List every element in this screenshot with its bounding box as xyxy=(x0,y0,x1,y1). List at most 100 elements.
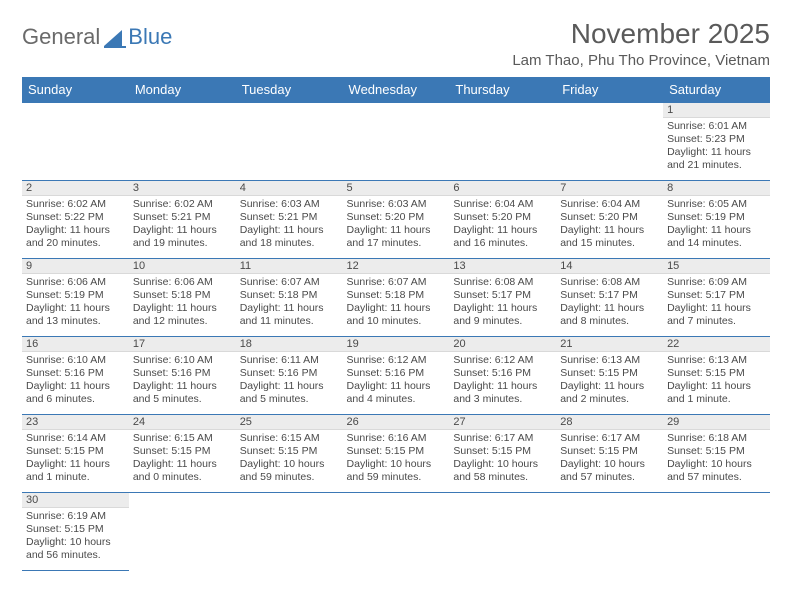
cell-body: Sunrise: 6:13 AMSunset: 5:15 PMDaylight:… xyxy=(556,352,663,409)
daylight-text: Daylight: 11 hours and 2 minutes. xyxy=(560,380,659,406)
sunset-text: Sunset: 5:18 PM xyxy=(347,289,446,302)
day-number xyxy=(22,103,129,105)
sunrise-text: Sunrise: 6:12 AM xyxy=(453,354,552,367)
cell-body: Sunrise: 6:08 AMSunset: 5:17 PMDaylight:… xyxy=(449,274,556,331)
cell-body: Sunrise: 6:06 AMSunset: 5:19 PMDaylight:… xyxy=(22,274,129,331)
day-number: 23 xyxy=(22,415,129,430)
cell-body: Sunrise: 6:16 AMSunset: 5:15 PMDaylight:… xyxy=(343,430,450,487)
sunrise-text: Sunrise: 6:01 AM xyxy=(667,120,766,133)
cell-body: Sunrise: 6:03 AMSunset: 5:21 PMDaylight:… xyxy=(236,196,343,253)
daylight-text: Daylight: 10 hours and 57 minutes. xyxy=(667,458,766,484)
calendar-cell: 1Sunrise: 6:01 AMSunset: 5:23 PMDaylight… xyxy=(663,103,770,181)
calendar-cell: 3Sunrise: 6:02 AMSunset: 5:21 PMDaylight… xyxy=(129,181,236,259)
daylight-text: Daylight: 11 hours and 9 minutes. xyxy=(453,302,552,328)
sunset-text: Sunset: 5:20 PM xyxy=(560,211,659,224)
sunset-text: Sunset: 5:16 PM xyxy=(133,367,232,380)
calendar-cell xyxy=(22,103,129,181)
sunset-text: Sunset: 5:15 PM xyxy=(240,445,339,458)
sunrise-text: Sunrise: 6:14 AM xyxy=(26,432,125,445)
sunrise-text: Sunrise: 6:03 AM xyxy=(240,198,339,211)
daylight-text: Daylight: 11 hours and 4 minutes. xyxy=(347,380,446,406)
day-header: Saturday xyxy=(663,77,770,103)
calendar-cell: 20Sunrise: 6:12 AMSunset: 5:16 PMDayligh… xyxy=(449,337,556,415)
calendar-cell xyxy=(236,103,343,181)
day-number: 13 xyxy=(449,259,556,274)
daylight-text: Daylight: 10 hours and 56 minutes. xyxy=(26,536,125,562)
sunrise-text: Sunrise: 6:02 AM xyxy=(133,198,232,211)
sunset-text: Sunset: 5:18 PM xyxy=(240,289,339,302)
cell-body: Sunrise: 6:02 AMSunset: 5:22 PMDaylight:… xyxy=(22,196,129,253)
daylight-text: Daylight: 11 hours and 6 minutes. xyxy=(26,380,125,406)
sunset-text: Sunset: 5:21 PM xyxy=(240,211,339,224)
day-number: 25 xyxy=(236,415,343,430)
sunset-text: Sunset: 5:16 PM xyxy=(240,367,339,380)
day-number: 4 xyxy=(236,181,343,196)
cell-body: Sunrise: 6:19 AMSunset: 5:15 PMDaylight:… xyxy=(22,508,129,565)
logo-text-general: General xyxy=(22,24,100,50)
sunset-text: Sunset: 5:15 PM xyxy=(26,523,125,536)
calendar-cell: 5Sunrise: 6:03 AMSunset: 5:20 PMDaylight… xyxy=(343,181,450,259)
daylight-text: Daylight: 10 hours and 59 minutes. xyxy=(347,458,446,484)
cell-body: Sunrise: 6:15 AMSunset: 5:15 PMDaylight:… xyxy=(129,430,236,487)
calendar-cell: 30Sunrise: 6:19 AMSunset: 5:15 PMDayligh… xyxy=(22,493,129,571)
day-number xyxy=(236,493,343,495)
cell-body: Sunrise: 6:18 AMSunset: 5:15 PMDaylight:… xyxy=(663,430,770,487)
daylight-text: Daylight: 11 hours and 15 minutes. xyxy=(560,224,659,250)
sunrise-text: Sunrise: 6:07 AM xyxy=(240,276,339,289)
calendar-cell: 21Sunrise: 6:13 AMSunset: 5:15 PMDayligh… xyxy=(556,337,663,415)
day-number: 27 xyxy=(449,415,556,430)
day-number: 2 xyxy=(22,181,129,196)
sunset-text: Sunset: 5:19 PM xyxy=(26,289,125,302)
sunrise-text: Sunrise: 6:03 AM xyxy=(347,198,446,211)
calendar-cell xyxy=(343,493,450,571)
calendar-cell: 9Sunrise: 6:06 AMSunset: 5:19 PMDaylight… xyxy=(22,259,129,337)
sunrise-text: Sunrise: 6:12 AM xyxy=(347,354,446,367)
daylight-text: Daylight: 11 hours and 8 minutes. xyxy=(560,302,659,328)
calendar-cell xyxy=(236,493,343,571)
day-number xyxy=(343,103,450,105)
calendar-cell xyxy=(449,493,556,571)
day-number: 10 xyxy=(129,259,236,274)
header-row: General Blue November 2025 Lam Thao, Phu… xyxy=(22,18,770,69)
cell-body: Sunrise: 6:17 AMSunset: 5:15 PMDaylight:… xyxy=(556,430,663,487)
sunrise-text: Sunrise: 6:06 AM xyxy=(133,276,232,289)
day-number xyxy=(556,103,663,105)
calendar-cell: 7Sunrise: 6:04 AMSunset: 5:20 PMDaylight… xyxy=(556,181,663,259)
cell-body: Sunrise: 6:13 AMSunset: 5:15 PMDaylight:… xyxy=(663,352,770,409)
day-number xyxy=(343,493,450,495)
day-number: 24 xyxy=(129,415,236,430)
sunrise-text: Sunrise: 6:16 AM xyxy=(347,432,446,445)
calendar-cell: 24Sunrise: 6:15 AMSunset: 5:15 PMDayligh… xyxy=(129,415,236,493)
logo: General Blue xyxy=(22,24,172,50)
day-number: 19 xyxy=(343,337,450,352)
daylight-text: Daylight: 11 hours and 11 minutes. xyxy=(240,302,339,328)
calendar-cell: 26Sunrise: 6:16 AMSunset: 5:15 PMDayligh… xyxy=(343,415,450,493)
daylight-text: Daylight: 10 hours and 59 minutes. xyxy=(240,458,339,484)
day-number: 12 xyxy=(343,259,450,274)
daylight-text: Daylight: 11 hours and 14 minutes. xyxy=(667,224,766,250)
cell-body: Sunrise: 6:09 AMSunset: 5:17 PMDaylight:… xyxy=(663,274,770,331)
cell-body: Sunrise: 6:12 AMSunset: 5:16 PMDaylight:… xyxy=(343,352,450,409)
day-number xyxy=(449,103,556,105)
calendar-cell: 15Sunrise: 6:09 AMSunset: 5:17 PMDayligh… xyxy=(663,259,770,337)
day-header: Wednesday xyxy=(343,77,450,103)
cell-body: Sunrise: 6:05 AMSunset: 5:19 PMDaylight:… xyxy=(663,196,770,253)
calendar-cell: 2Sunrise: 6:02 AMSunset: 5:22 PMDaylight… xyxy=(22,181,129,259)
cell-body: Sunrise: 6:06 AMSunset: 5:18 PMDaylight:… xyxy=(129,274,236,331)
sunrise-text: Sunrise: 6:10 AM xyxy=(26,354,125,367)
sunrise-text: Sunrise: 6:08 AM xyxy=(453,276,552,289)
cell-body: Sunrise: 6:08 AMSunset: 5:17 PMDaylight:… xyxy=(556,274,663,331)
sunrise-text: Sunrise: 6:17 AM xyxy=(453,432,552,445)
day-number: 8 xyxy=(663,181,770,196)
calendar-cell xyxy=(449,103,556,181)
daylight-text: Daylight: 11 hours and 1 minute. xyxy=(26,458,125,484)
daylight-text: Daylight: 11 hours and 1 minute. xyxy=(667,380,766,406)
day-number: 18 xyxy=(236,337,343,352)
sunset-text: Sunset: 5:21 PM xyxy=(133,211,232,224)
calendar-cell: 14Sunrise: 6:08 AMSunset: 5:17 PMDayligh… xyxy=(556,259,663,337)
calendar-cell xyxy=(556,103,663,181)
day-number: 5 xyxy=(343,181,450,196)
sunrise-text: Sunrise: 6:15 AM xyxy=(133,432,232,445)
day-number: 3 xyxy=(129,181,236,196)
day-number xyxy=(556,493,663,495)
